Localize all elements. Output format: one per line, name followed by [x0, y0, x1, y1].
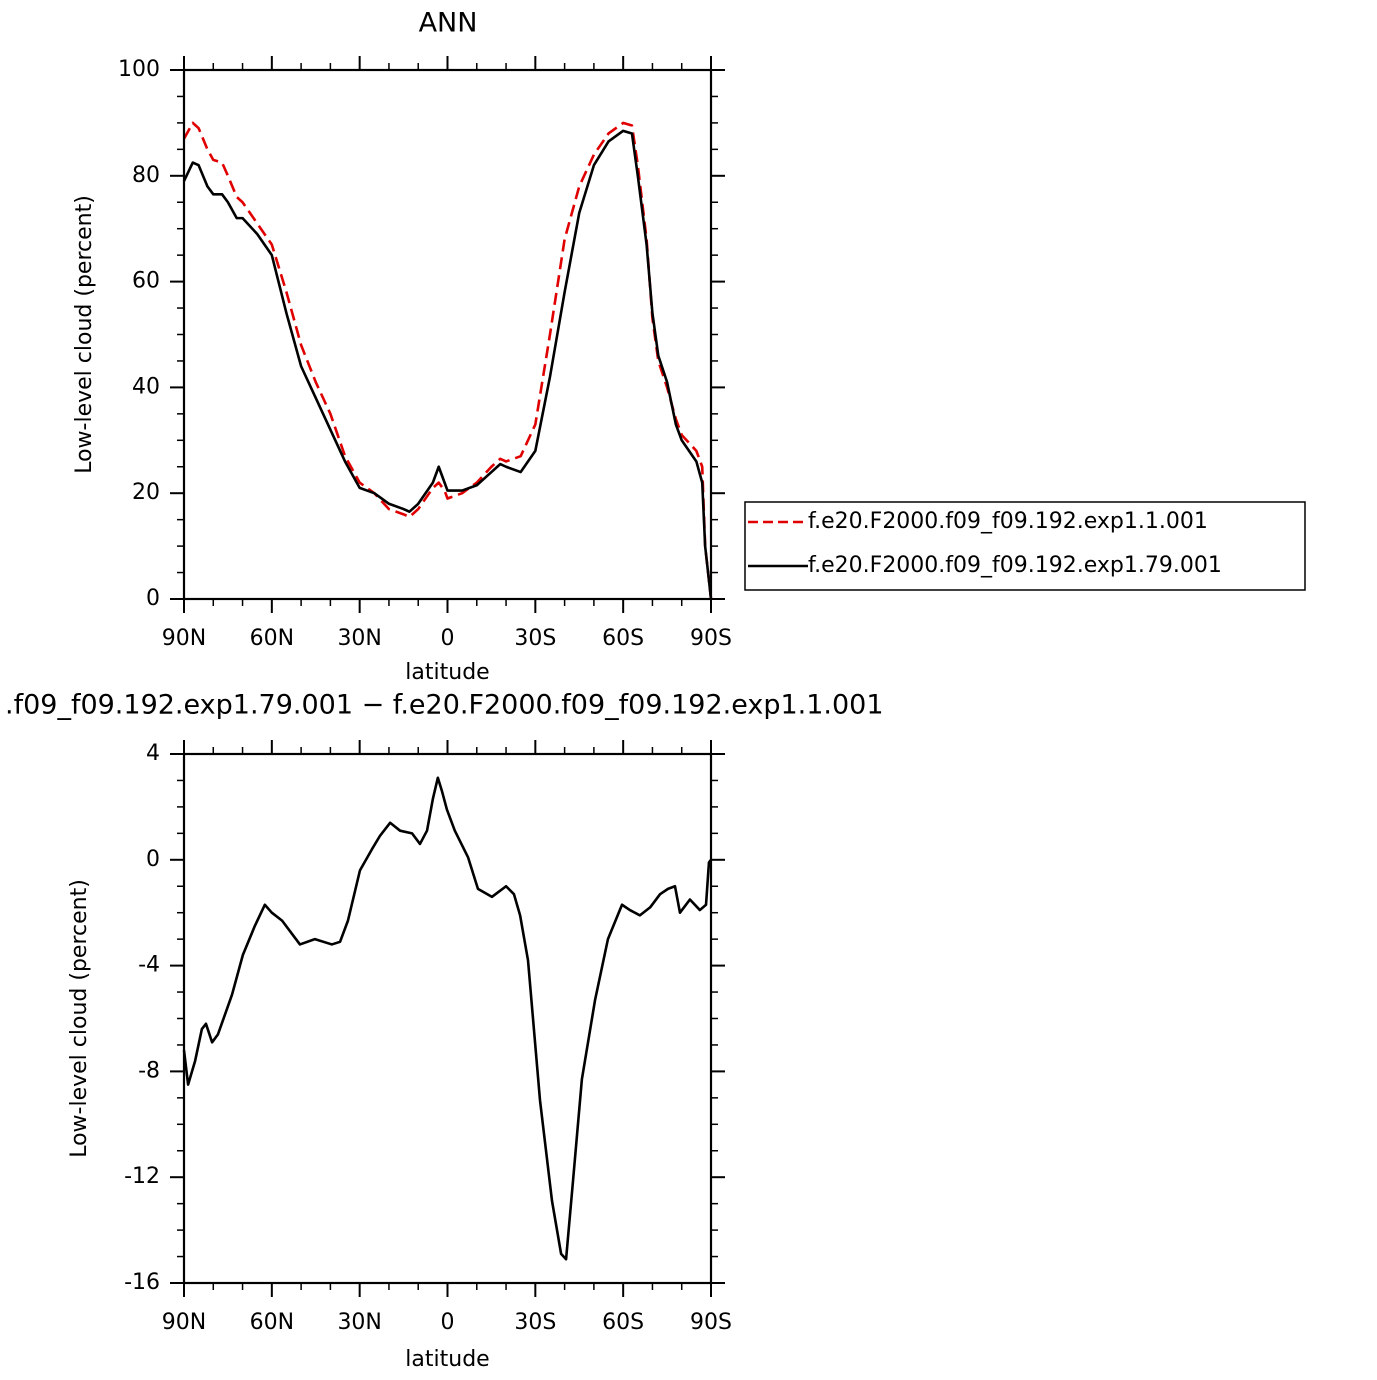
x-tick-label: 90S — [690, 626, 732, 651]
x-tick-label: 0 — [441, 626, 455, 651]
x-tick-label: 30N — [337, 1310, 381, 1335]
y-tick-label: 100 — [118, 57, 160, 82]
plot-frame — [182, 752, 713, 1285]
legend-label: f.e20.F2000.f09_f09.192.exp1.1.001 — [808, 509, 1208, 534]
y-tick-label: -4 — [138, 953, 160, 978]
x-tick-label: 60N — [250, 1310, 294, 1335]
y-tick-label: 0 — [146, 586, 160, 611]
x-tick-label: 60S — [602, 1310, 644, 1335]
legend-box — [744, 501, 1306, 591]
x-tick-label: 90N — [162, 626, 206, 651]
y-tick-label: 20 — [132, 480, 160, 505]
x-tick-label: 30S — [514, 626, 556, 651]
y-tick-label: 40 — [132, 374, 160, 399]
chart-title: ANN — [419, 8, 478, 39]
y-tick-label: -8 — [138, 1058, 160, 1083]
x-axis-label: latitude — [405, 660, 489, 685]
x-tick-label: 0 — [441, 1310, 455, 1335]
series-line — [182, 129, 713, 600]
x-tick-label: 30S — [514, 1310, 556, 1335]
legend-label: f.e20.F2000.f09_f09.192.exp1.79.001 — [808, 553, 1222, 578]
x-tick-label: 90S — [690, 1310, 732, 1335]
x-axis-label: latitude — [405, 1347, 489, 1372]
chart-title: .f09_f09.192.exp1.79.001 − f.e20.F2000.f… — [5, 690, 884, 721]
y-axis-label: Low-level cloud (percent) — [72, 195, 97, 474]
y-axis-label: Low-level cloud (percent) — [67, 879, 92, 1158]
x-tick-label: 60N — [250, 626, 294, 651]
y-tick-label: 4 — [146, 741, 160, 766]
series-line — [182, 776, 713, 1261]
x-tick-label: 60S — [602, 626, 644, 651]
y-tick-label: 60 — [132, 269, 160, 294]
y-tick-label: -16 — [124, 1270, 160, 1295]
x-tick-label: 30N — [337, 626, 381, 651]
series-line — [182, 121, 713, 600]
y-tick-label: -12 — [124, 1164, 160, 1189]
y-tick-label: 80 — [132, 163, 160, 188]
plot-frame — [182, 68, 713, 601]
y-tick-label: 0 — [146, 847, 160, 872]
x-tick-label: 90N — [162, 1310, 206, 1335]
